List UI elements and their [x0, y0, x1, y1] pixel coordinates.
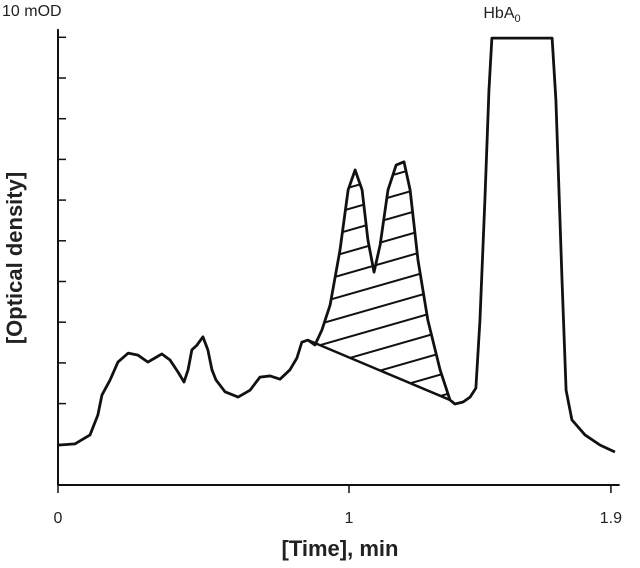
- x-axis-label: [Time], min: [282, 536, 399, 561]
- unit-label: 10 mOD: [2, 3, 62, 20]
- x-tick-label: 1.9: [600, 510, 622, 527]
- annotation-text: HbA: [483, 5, 514, 22]
- chromatogram-line: [57, 36, 616, 454]
- hatched-area: [307, 161, 450, 400]
- annotation: HbA0: [483, 5, 520, 25]
- y-axis-label: [Optical density]: [2, 172, 27, 344]
- x-tick-label: 0: [54, 510, 63, 527]
- annotation-subscript: 0: [515, 13, 521, 25]
- baseline: [307, 338, 451, 402]
- x-tick-label: 1: [345, 510, 354, 527]
